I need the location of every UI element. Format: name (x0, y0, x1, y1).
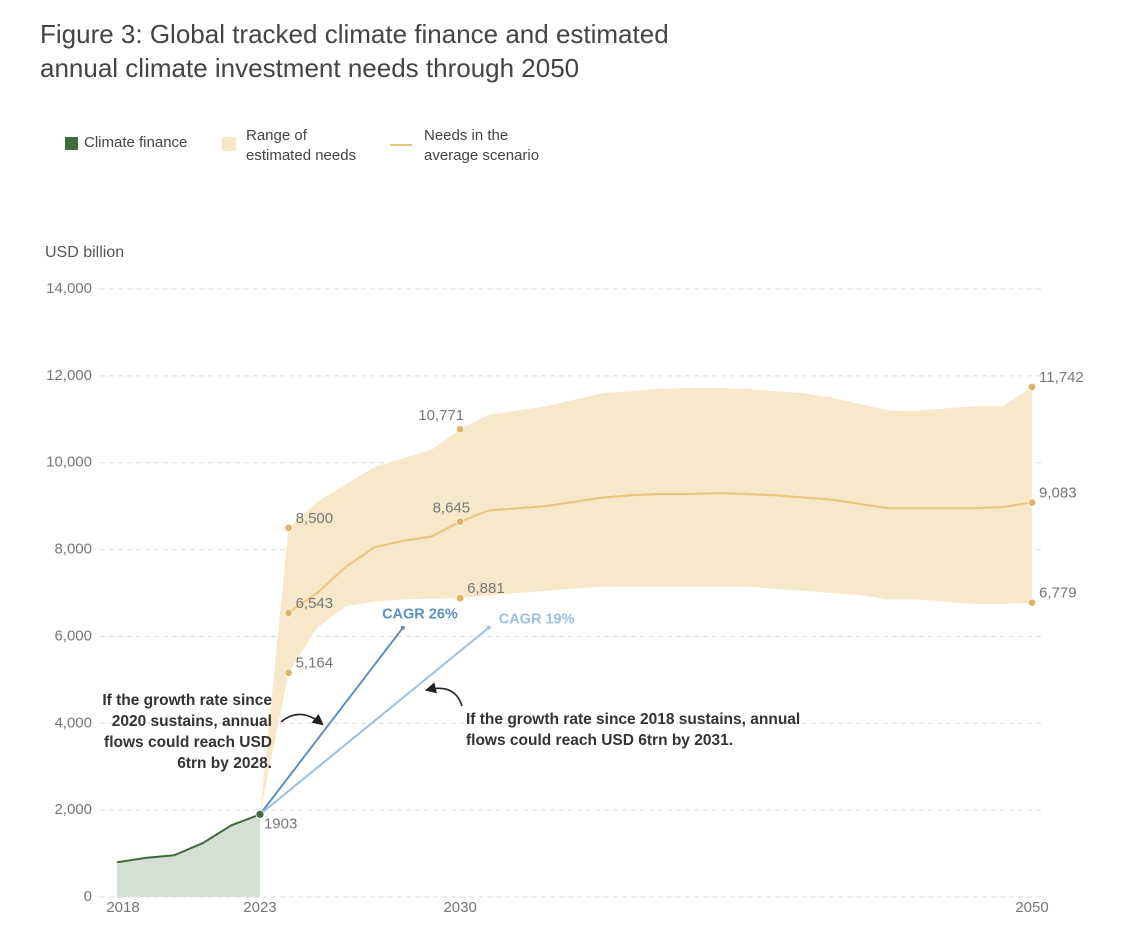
data-point (1027, 382, 1037, 392)
y-tick-label: 0 (84, 888, 92, 905)
data-point (284, 608, 293, 618)
x-tick-label: 2030 (443, 899, 476, 916)
data-label: 8,645 (433, 500, 471, 517)
data-label: 9,083 (1039, 485, 1077, 502)
legend-swatch (222, 137, 236, 151)
data-point (284, 523, 293, 533)
x-tick-label: 2018 (106, 899, 139, 916)
legend-swatch (65, 137, 78, 150)
data-label: 6,543 (296, 595, 334, 612)
annotation: If the growth rate since 2020 sustains, … (102, 692, 272, 772)
data-point (284, 668, 293, 677)
x-tick-label: 2050 (1015, 899, 1048, 916)
annotation: If the growth rate since 2018 sustains, … (466, 711, 801, 749)
data-point (455, 425, 465, 434)
legend-label: Range of estimated needs (246, 127, 357, 164)
data-label: 1903 (264, 815, 297, 832)
chart-title: Figure 3: Global tracked climate finance… (40, 19, 669, 83)
y-tick-label: 14,000 (46, 280, 92, 297)
cagr-label: CAGR 26% (382, 607, 458, 623)
data-label: 10,771 (418, 407, 464, 424)
data-point (455, 593, 465, 603)
cagr-line (259, 627, 404, 816)
x-tick-label: 2023 (243, 899, 276, 916)
data-point (455, 517, 465, 526)
y-tick-label: 12,000 (46, 367, 92, 384)
data-label: 6,881 (467, 580, 505, 597)
cagr-end (400, 625, 405, 630)
arrow (424, 682, 463, 707)
y-axis-label: USD billion (45, 244, 124, 261)
data-point (1027, 498, 1037, 507)
y-tick-label: 2,000 (54, 801, 92, 818)
y-tick-label: 10,000 (46, 454, 92, 471)
cagr-end (486, 625, 491, 630)
y-tick-label: 4,000 (54, 714, 92, 731)
finance-line (116, 813, 261, 864)
cagr-line (259, 626, 490, 816)
data-label: 5,164 (296, 655, 334, 672)
y-tick-label: 6,000 (54, 627, 92, 644)
needs-range (260, 387, 1032, 815)
average-line (288, 492, 1033, 614)
finance-area (117, 814, 260, 897)
data-label: 8,500 (296, 510, 334, 527)
legend-label: Needs in the average scenario (424, 127, 540, 164)
legend-label: Climate finance (84, 134, 188, 151)
arrow (280, 713, 324, 726)
data-label: 6,779 (1039, 585, 1077, 602)
legend-swatch (390, 144, 412, 146)
data-point (255, 809, 265, 819)
data-point (1027, 598, 1037, 607)
data-label: 11,742 (1039, 369, 1084, 386)
cagr-label: CAGR 19% (499, 612, 575, 628)
y-tick-label: 8,000 (54, 541, 92, 558)
